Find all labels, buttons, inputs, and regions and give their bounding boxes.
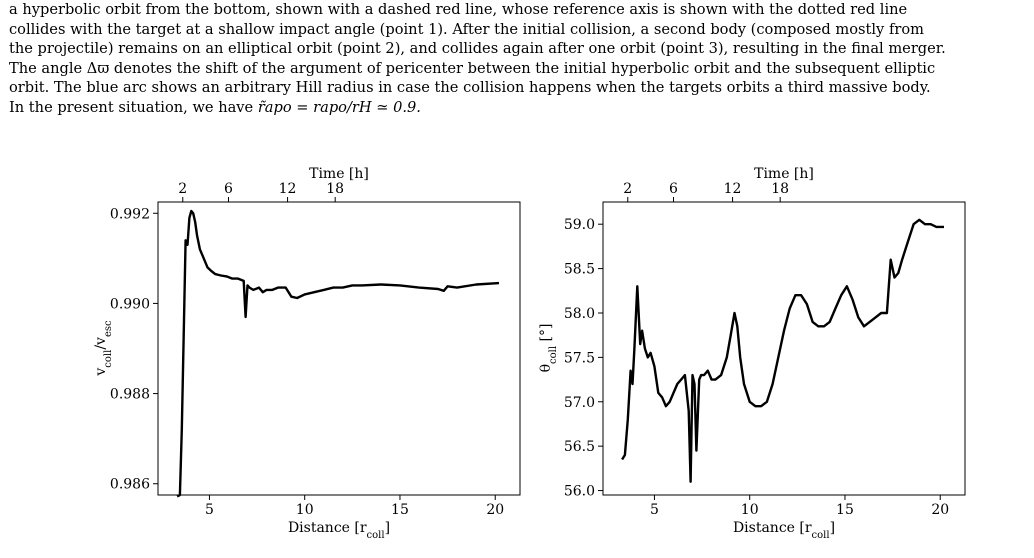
y-tick-label: 57.5 (564, 350, 595, 366)
chart-marks: 5 10 15 20 0.986 0.988 0.990 0.992 2 6 12 18 (110, 181, 504, 518)
top-tick-label: 12 (724, 181, 742, 197)
caption-line: The angle Δϖ denotes the shift of the ar… (9, 59, 936, 77)
x-tick-label: 5 (205, 502, 214, 518)
plot-frame (602, 201, 966, 496)
y-tick-label: 56.0 (564, 484, 595, 500)
x-axis-label: Distance [rcoll] (288, 520, 390, 541)
series-line (621, 218, 944, 483)
plot-frame (157, 201, 521, 496)
y-tick-label: 0.990 (110, 296, 150, 312)
figure-caption: a hyperbolic orbit from the bottom, show… (9, 0, 1029, 118)
y-tick-label: 0.992 (110, 206, 150, 222)
x-tick-label: 10 (741, 502, 759, 518)
y-tick-label: 58.5 (564, 262, 595, 278)
y-axis-label: θcoll [°] (538, 324, 559, 373)
x-tick-label: 15 (836, 502, 854, 518)
y-tick-label: 0.988 (110, 387, 150, 403)
y-tick-label: 0.986 (110, 477, 150, 493)
caption-line: a hyperbolic orbit from the bottom, show… (9, 1, 908, 18)
chart-marks: 5 10 15 20 56.0 56.5 57.0 57.5 58.0 58.5 59.0 2 6 12 1… (564, 181, 949, 518)
y-tick-label: 59.0 (564, 217, 595, 233)
top-tick-label: 6 (224, 181, 233, 197)
caption-line: collides with the target at a shallow im… (9, 20, 924, 38)
x-tick-label: 20 (931, 502, 949, 518)
top-axis-label: Time [h] (754, 166, 814, 182)
x-axis-label: Distance [rcoll] (733, 520, 835, 541)
top-tick-label: 18 (326, 181, 344, 197)
top-tick-label: 18 (771, 181, 789, 197)
chart-right: 5 10 15 20 56.0 56.5 57.0 57.5 58.0 58.5 59.0 2 6 12 1… (538, 166, 966, 541)
top-tick-label: 12 (279, 181, 297, 197)
y-axis-label: vcoll/vesc (93, 320, 114, 377)
x-tick-label: 20 (486, 502, 504, 518)
x-tick-label: 15 (391, 502, 409, 518)
x-tick-label: 10 (296, 502, 314, 518)
x-tick-label: 5 (650, 502, 659, 518)
top-tick-label: 2 (178, 181, 187, 197)
chart-left: 5 10 15 20 0.986 0.988 0.990 0.992 2 6 12 18 Time [… (93, 166, 521, 541)
caption-line: orbit. The blue arc shows an arbitrary H… (9, 79, 931, 97)
series-line (176, 209, 500, 498)
y-tick-label: 58.0 (564, 306, 595, 322)
top-axis-label: Time [h] (309, 166, 369, 182)
caption-text: In the present situation, we have (9, 98, 258, 116)
y-tick-label: 57.0 (564, 395, 595, 411)
top-tick-label: 2 (623, 181, 632, 197)
caption-line: the projectile) remains on an elliptical… (9, 40, 946, 58)
caption-math: r̃apo = rapo/rH ≃ 0.9. (257, 98, 421, 116)
y-tick-label: 56.5 (564, 439, 595, 455)
caption-last-line: In the present situation, we have r̃apo … (9, 98, 1029, 118)
top-tick-label: 6 (669, 181, 678, 197)
